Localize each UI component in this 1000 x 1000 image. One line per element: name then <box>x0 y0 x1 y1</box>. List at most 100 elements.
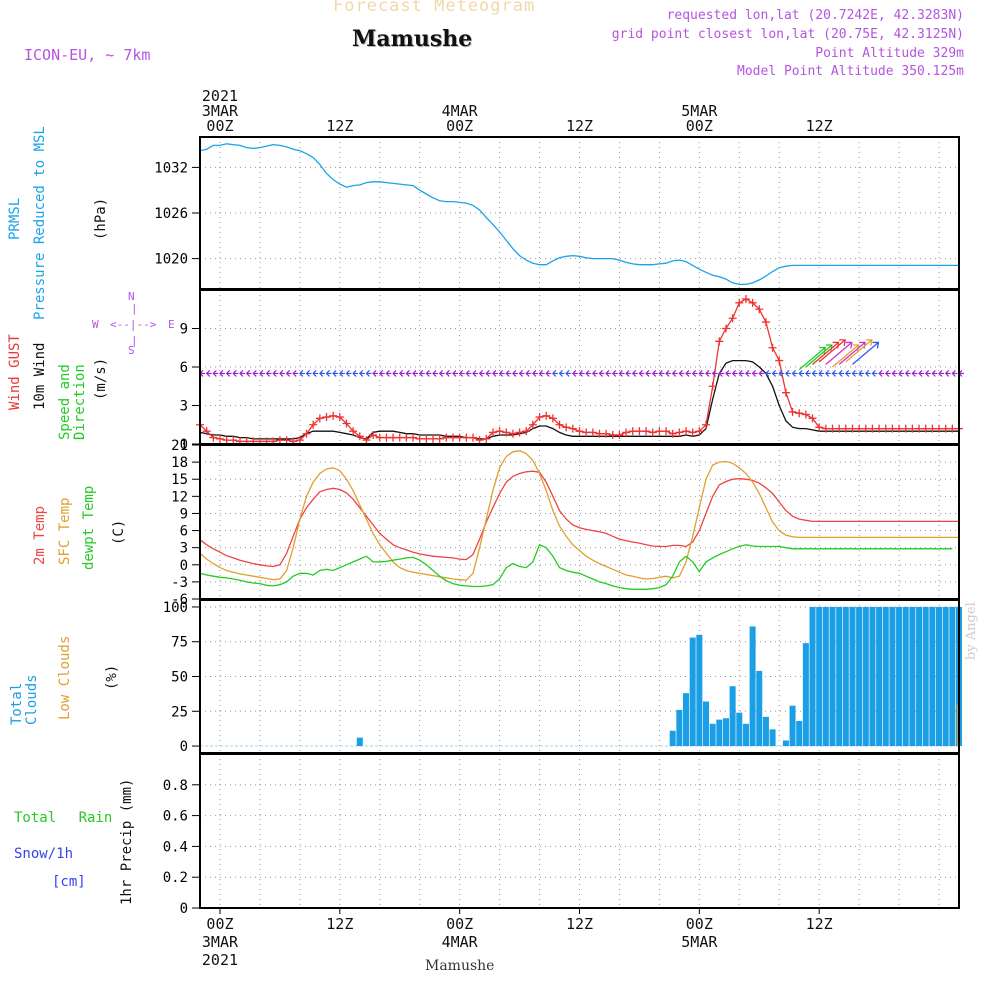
wind-direction-arrow <box>585 369 592 377</box>
gust-marker <box>362 436 371 445</box>
gust-marker <box>302 429 311 438</box>
y-tick-label: 6 <box>180 360 188 376</box>
wind-direction-arrow <box>332 369 339 377</box>
wind-direction-arrow <box>864 369 871 377</box>
total-cloud-bar <box>802 643 809 747</box>
wind-direction-arrow <box>299 369 305 377</box>
gust-marker <box>209 433 218 442</box>
gust-marker <box>748 298 757 307</box>
wind-direction-arrow <box>898 369 905 377</box>
y-tick-label: 0 <box>180 739 188 755</box>
wind-direction-arrow <box>412 369 419 377</box>
total-cloud-bar <box>756 670 763 747</box>
time-label-top: 12Z <box>326 117 353 135</box>
temp2m-line <box>199 470 959 568</box>
time-label-bottom: 00Z <box>206 915 233 933</box>
dewpt-line <box>199 543 953 590</box>
wind-direction-arrow <box>751 369 758 377</box>
wind-direction-arrow <box>951 369 958 377</box>
gust-marker <box>342 419 351 428</box>
wind-direction-arrow <box>425 369 432 377</box>
gust-marker <box>688 428 697 437</box>
total-cloud-bar <box>856 606 863 747</box>
y-tick-label: 9 <box>180 322 188 338</box>
wind-direction-arrow <box>352 369 359 377</box>
y-tick-label: 1026 <box>154 206 188 222</box>
wind-direction-arrow <box>765 369 771 377</box>
watermark: by Angel <box>964 602 979 660</box>
wind-direction-arrow <box>891 369 898 377</box>
wind-direction-arrow <box>232 369 239 377</box>
wind-direction-arrow <box>398 369 405 377</box>
time-label-top: 4MAR <box>442 102 479 120</box>
gust-marker <box>801 410 810 419</box>
wind-direction-arrow <box>518 369 525 377</box>
total-cloud-bar <box>876 606 883 747</box>
gust-marker <box>548 414 557 423</box>
y-tick-label: 75 <box>171 635 188 651</box>
gust-marker <box>322 413 331 422</box>
strong-wind-arrow <box>832 344 859 368</box>
wind-direction-arrow <box>378 369 385 377</box>
total-cloud-bar <box>916 606 923 747</box>
gust-marker <box>229 436 238 445</box>
total-cloud-bar <box>796 721 803 747</box>
wind-direction-arrow <box>831 369 838 377</box>
wind-direction-arrow <box>598 369 605 377</box>
wind-direction-arrow <box>565 369 572 377</box>
wind-direction-arrow <box>884 369 891 377</box>
strong-wind-arrow <box>825 341 853 365</box>
wind-direction-arrow <box>472 369 478 377</box>
wind-direction-arrow <box>465 369 472 377</box>
wind-direction-arrow <box>711 369 718 377</box>
gust-marker <box>495 427 504 436</box>
total-cloud-bar <box>896 606 903 747</box>
wind-direction-arrow <box>638 369 645 377</box>
strong-wind-arrow <box>852 341 879 365</box>
time-label-bottom: 2021 <box>202 951 238 969</box>
gust-marker <box>695 427 704 436</box>
wind-direction-arrow <box>671 369 678 377</box>
compass-e: E <box>168 318 175 331</box>
wind-direction-arrow <box>385 369 392 377</box>
gust-marker <box>542 411 551 420</box>
wind-direction-arrow <box>778 369 785 377</box>
compass-n-stem: | <box>131 302 138 315</box>
wind-direction-arrow <box>285 369 292 377</box>
wind-direction-arrow <box>325 369 332 377</box>
gust-marker <box>575 427 584 436</box>
strong-wind-arrow <box>812 341 839 365</box>
total-cloud-bar <box>922 606 929 747</box>
wind-direction-arrow <box>245 369 252 377</box>
compass-arrows: <--|--> <box>110 318 157 331</box>
wind-direction-arrow <box>305 369 312 377</box>
wind-direction-arrow <box>904 369 911 377</box>
gust-marker <box>588 428 597 437</box>
wind-direction-arrow <box>505 369 512 377</box>
time-label-top: 00Z <box>206 117 233 135</box>
wind-direction-arrow <box>538 369 545 377</box>
wind-direction-arrow <box>851 369 858 377</box>
y-tick-label: 3 <box>180 541 188 557</box>
y-tick-label: 0 <box>180 558 188 574</box>
wind-direction-arrow <box>345 369 352 377</box>
total-cloud-bar <box>703 701 709 747</box>
y-tick-label: -3 <box>171 575 188 591</box>
wind-direction-arrow <box>725 369 731 377</box>
gust-marker <box>502 428 511 437</box>
gust-marker <box>622 428 631 437</box>
strong-wind-arrowhead <box>839 339 846 346</box>
total-cloud-bar <box>716 719 723 747</box>
gust-marker <box>315 414 324 423</box>
gust-marker <box>215 434 224 443</box>
y-tick-label: -6 <box>171 592 188 608</box>
y-tick-label: 25 <box>171 704 188 720</box>
wind-direction-arrow <box>685 369 692 377</box>
wind-direction-arrow <box>458 369 465 377</box>
gust-marker <box>675 428 684 437</box>
rain-label: Total Rain <box>14 810 113 826</box>
gust-marker <box>642 427 651 436</box>
gust-marker <box>555 420 564 429</box>
wind-direction-arrow <box>445 369 452 377</box>
